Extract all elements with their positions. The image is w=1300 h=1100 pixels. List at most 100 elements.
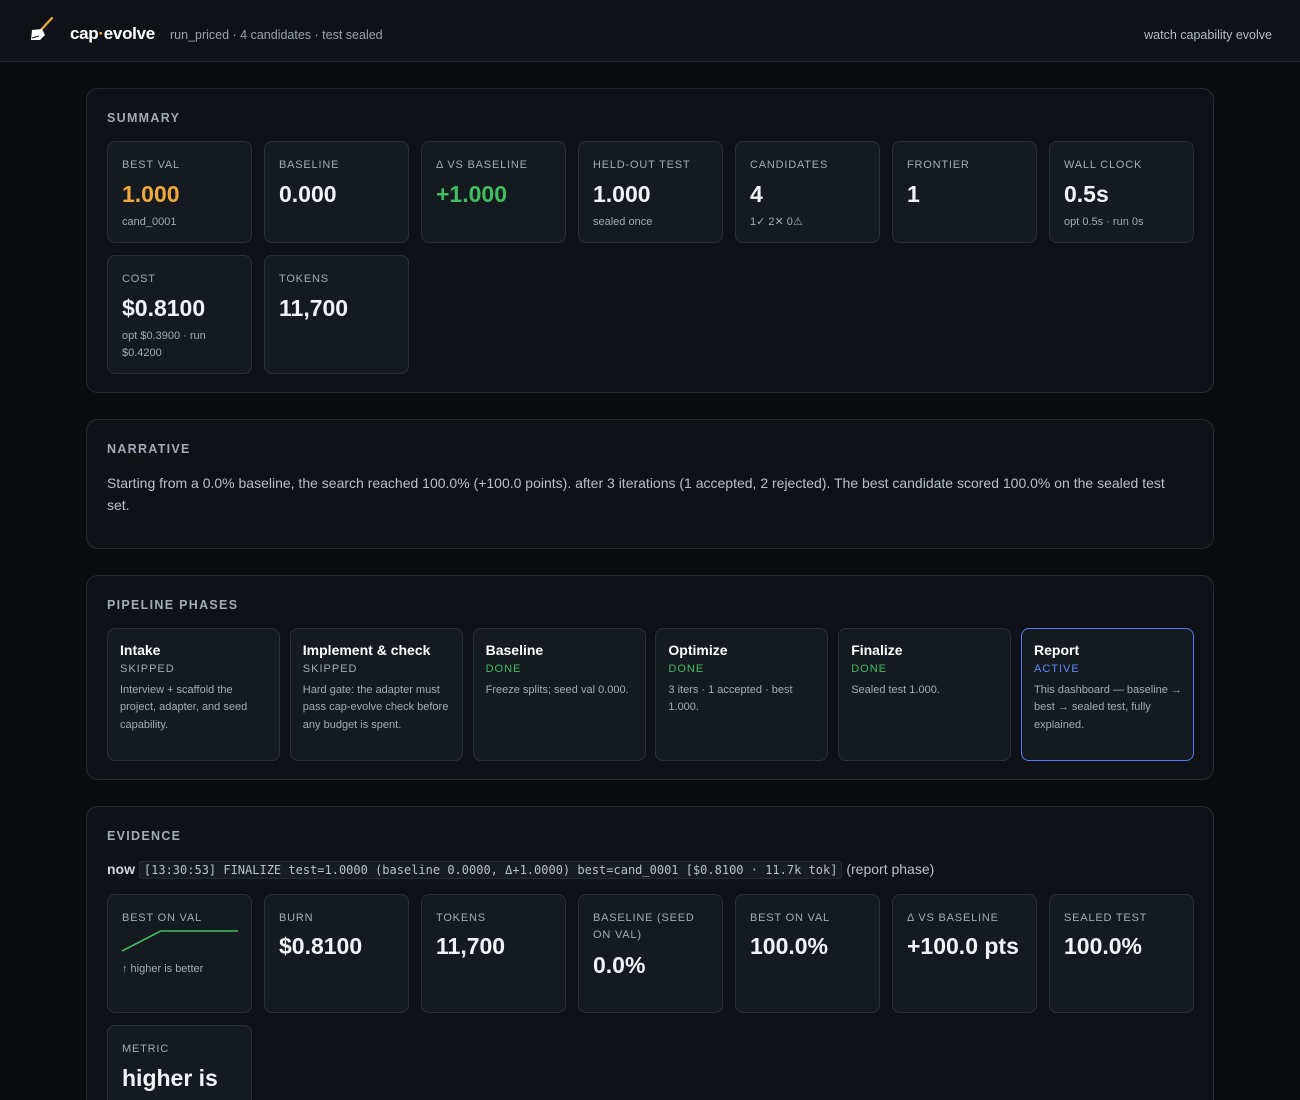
stat-value: 4 <box>750 181 763 207</box>
stat-label: BASELINE <box>279 159 340 171</box>
narrative-text: Starting from a 0.0% baseline, the searc… <box>107 475 1165 513</box>
phase-card-baseline[interactable]: Baseline DONE Freeze splits; seed val 0.00… <box>472 628 646 761</box>
phase-card-optimize[interactable]: Optimize DONE 3 iters · 1 accepted · best … <box>655 628 829 761</box>
metric-card: METRIC higher is <box>107 1025 252 1100</box>
phase-card-finalize[interactable]: Finalize DONE Sealed test 1.000. <box>838 628 1012 761</box>
stat-label: METRIC <box>122 1043 169 1055</box>
phase-description: Interview + scaffold the project, adapte… <box>120 684 248 731</box>
phase-description: Sealed test 1.000. <box>851 684 940 696</box>
phase-card-intake[interactable]: Intake SKIPPED Interview + scaffold the pr… <box>107 628 280 761</box>
phase-name: Optimize <box>668 642 728 658</box>
stat-card: WALL CLOCK 0.5s opt 0.5s · run 0s <box>1049 141 1194 243</box>
stat-card: CANDIDATES 4 1✓ 2✕ 0⚠ <box>735 141 880 243</box>
stat-value: 1.000 <box>593 181 651 207</box>
stat-value: 100.0% <box>750 933 829 959</box>
stat-label: BEST ON VAL <box>750 912 830 924</box>
narrative-panel: NARRATIVE Starting from a 0.0% baseline,… <box>86 419 1214 549</box>
stat-label: TOKENS <box>436 912 486 924</box>
stat-card: TOKENS 11,700 <box>264 255 409 374</box>
stat-value: 0.5s <box>1064 181 1109 207</box>
stat-value: +1.000 <box>436 181 507 207</box>
phase-description: Hard gate: the adapter must pass cap-evo… <box>302 684 449 731</box>
watch-link[interactable]: watch capability evolve <box>1144 28 1272 42</box>
stat-label: FRONTIER <box>907 159 970 171</box>
evidence-stat-card: BURN $0.8100 <box>264 894 409 1013</box>
sparkline-note: ↑ higher is better <box>122 963 204 975</box>
sparkline-line <box>122 930 238 952</box>
stat-card: Δ VS BASELINE +1.000 <box>421 141 566 243</box>
stat-card: FRONTIER 1 <box>892 141 1037 243</box>
phase-note: (report phase) <box>846 861 935 877</box>
stat-value: 100.0% <box>1064 933 1143 959</box>
stat-card: HELD-OUT TEST 1.000 sealed once <box>578 141 723 243</box>
stat-label: SEALED TEST <box>1064 912 1148 924</box>
summary-panel: SUMMARY BEST VAL 1.000 cand_0001 BASELINE 0.… <box>86 88 1214 393</box>
summary-title: SUMMARY <box>107 111 181 125</box>
latest-event: now [13:30:53] FINALIZE test=1.0000 (bas… <box>107 861 935 879</box>
stat-value: 0.000 <box>279 181 337 207</box>
now-label: now <box>107 861 135 877</box>
stat-sub: opt 0.5s · run 0s <box>1064 216 1144 228</box>
stat-value: 1.000 <box>122 181 180 207</box>
evidence-title: EVIDENCE <box>107 829 182 843</box>
stat-sub: cand_0001 <box>122 216 177 228</box>
brand-logo[interactable]: cap·evolve <box>70 24 155 43</box>
phase-name: Baseline <box>485 642 544 658</box>
pipeline-panel: PIPELINE PHASES Intake SKIPPED Interview +… <box>86 575 1214 780</box>
stat-card: BASELINE 0.000 <box>264 141 409 243</box>
evidence-stat-card: BASELINE (SEED ON VAL) 0.0% <box>578 894 723 1013</box>
stat-label: BURN <box>279 912 314 924</box>
phase-description: 3 iters · 1 accepted · best 1.000. <box>668 684 793 714</box>
stat-label: COST <box>122 273 156 285</box>
phase-name: Report <box>1034 642 1080 658</box>
evidence-stat-card: Δ VS BASELINE +100.0 pts <box>892 894 1037 1013</box>
stat-label: HELD-OUT TEST <box>593 159 691 171</box>
stat-label: Δ VS BASELINE <box>907 912 999 924</box>
stat-sub: sealed once <box>593 216 653 228</box>
sparkline-chart <box>122 930 238 952</box>
stat-card: BEST VAL 1.000 cand_0001 <box>107 141 252 243</box>
phase-name: Intake <box>120 642 161 658</box>
stat-value: $0.8100 <box>122 295 206 321</box>
stat-card: COST $0.8100 opt $0.3900 · run $0.4200 <box>107 255 252 374</box>
sparkline-card: BEST ON VAL ↑ higher is better <box>107 894 252 1013</box>
top-bar: cap·evolve run_priced · 4 candidates · t… <box>0 0 1300 62</box>
stat-label: TOKENS <box>279 273 329 285</box>
stat-sub: opt $0.3900 · run $0.4200 <box>122 330 206 359</box>
phase-name: Implement & check <box>302 642 431 658</box>
broom-icon <box>31 16 54 40</box>
evidence-stat-card: BEST ON VAL 100.0% <box>735 894 880 1013</box>
stat-value: 11,700 <box>436 933 506 959</box>
stat-value: higher is <box>122 1065 218 1091</box>
stat-label: BEST VAL <box>122 159 180 171</box>
stat-label: BEST ON VAL <box>122 912 202 924</box>
stat-value: +100.0 pts <box>907 933 1019 959</box>
stat-value: 1 <box>907 181 920 207</box>
stat-sub: 1✓ 2✕ 0⚠ <box>750 216 803 228</box>
phase-card-implement-check[interactable]: Implement & check SKIPPED Hard gate: the a… <box>289 628 463 761</box>
phase-card-report[interactable]: Report ACTIVE This dashboard — baseline → … <box>1021 628 1194 761</box>
phase-description: This dashboard — baseline → best → seale… <box>1034 684 1182 731</box>
stat-label: Δ VS BASELINE <box>436 159 528 171</box>
phase-status: SKIPPED <box>120 663 175 675</box>
stat-value: 11,700 <box>279 295 349 321</box>
phase-status: ACTIVE <box>1034 663 1080 675</box>
log-line: [13:30:53] FINALIZE test=1.0000 (baselin… <box>138 861 843 879</box>
stat-label: WALL CLOCK <box>1064 159 1143 171</box>
stat-label: BASELINE (SEED ON VAL) <box>593 912 695 941</box>
narrative-title: NARRATIVE <box>107 442 191 456</box>
stat-value: $0.8100 <box>279 933 363 959</box>
evidence-stat-card: TOKENS 11,700 <box>421 894 566 1013</box>
phase-status: DONE <box>485 663 522 675</box>
stat-value: 0.0% <box>593 952 646 978</box>
evidence-panel: EVIDENCE now [13:30:53] FINALIZE test=1.… <box>86 806 1214 1100</box>
phase-status: DONE <box>668 663 705 675</box>
stat-label: CANDIDATES <box>750 159 829 171</box>
phase-status: DONE <box>851 663 887 675</box>
phase-status: SKIPPED <box>302 663 358 675</box>
phase-description: Freeze splits; seed val 0.000. <box>485 684 629 696</box>
pipeline-title: PIPELINE PHASES <box>107 598 239 612</box>
evidence-stat-card: SEALED TEST 100.0% <box>1049 894 1194 1013</box>
phase-name: Finalize <box>851 642 903 658</box>
run-info: run_priced · 4 candidates · test sealed <box>170 28 383 42</box>
